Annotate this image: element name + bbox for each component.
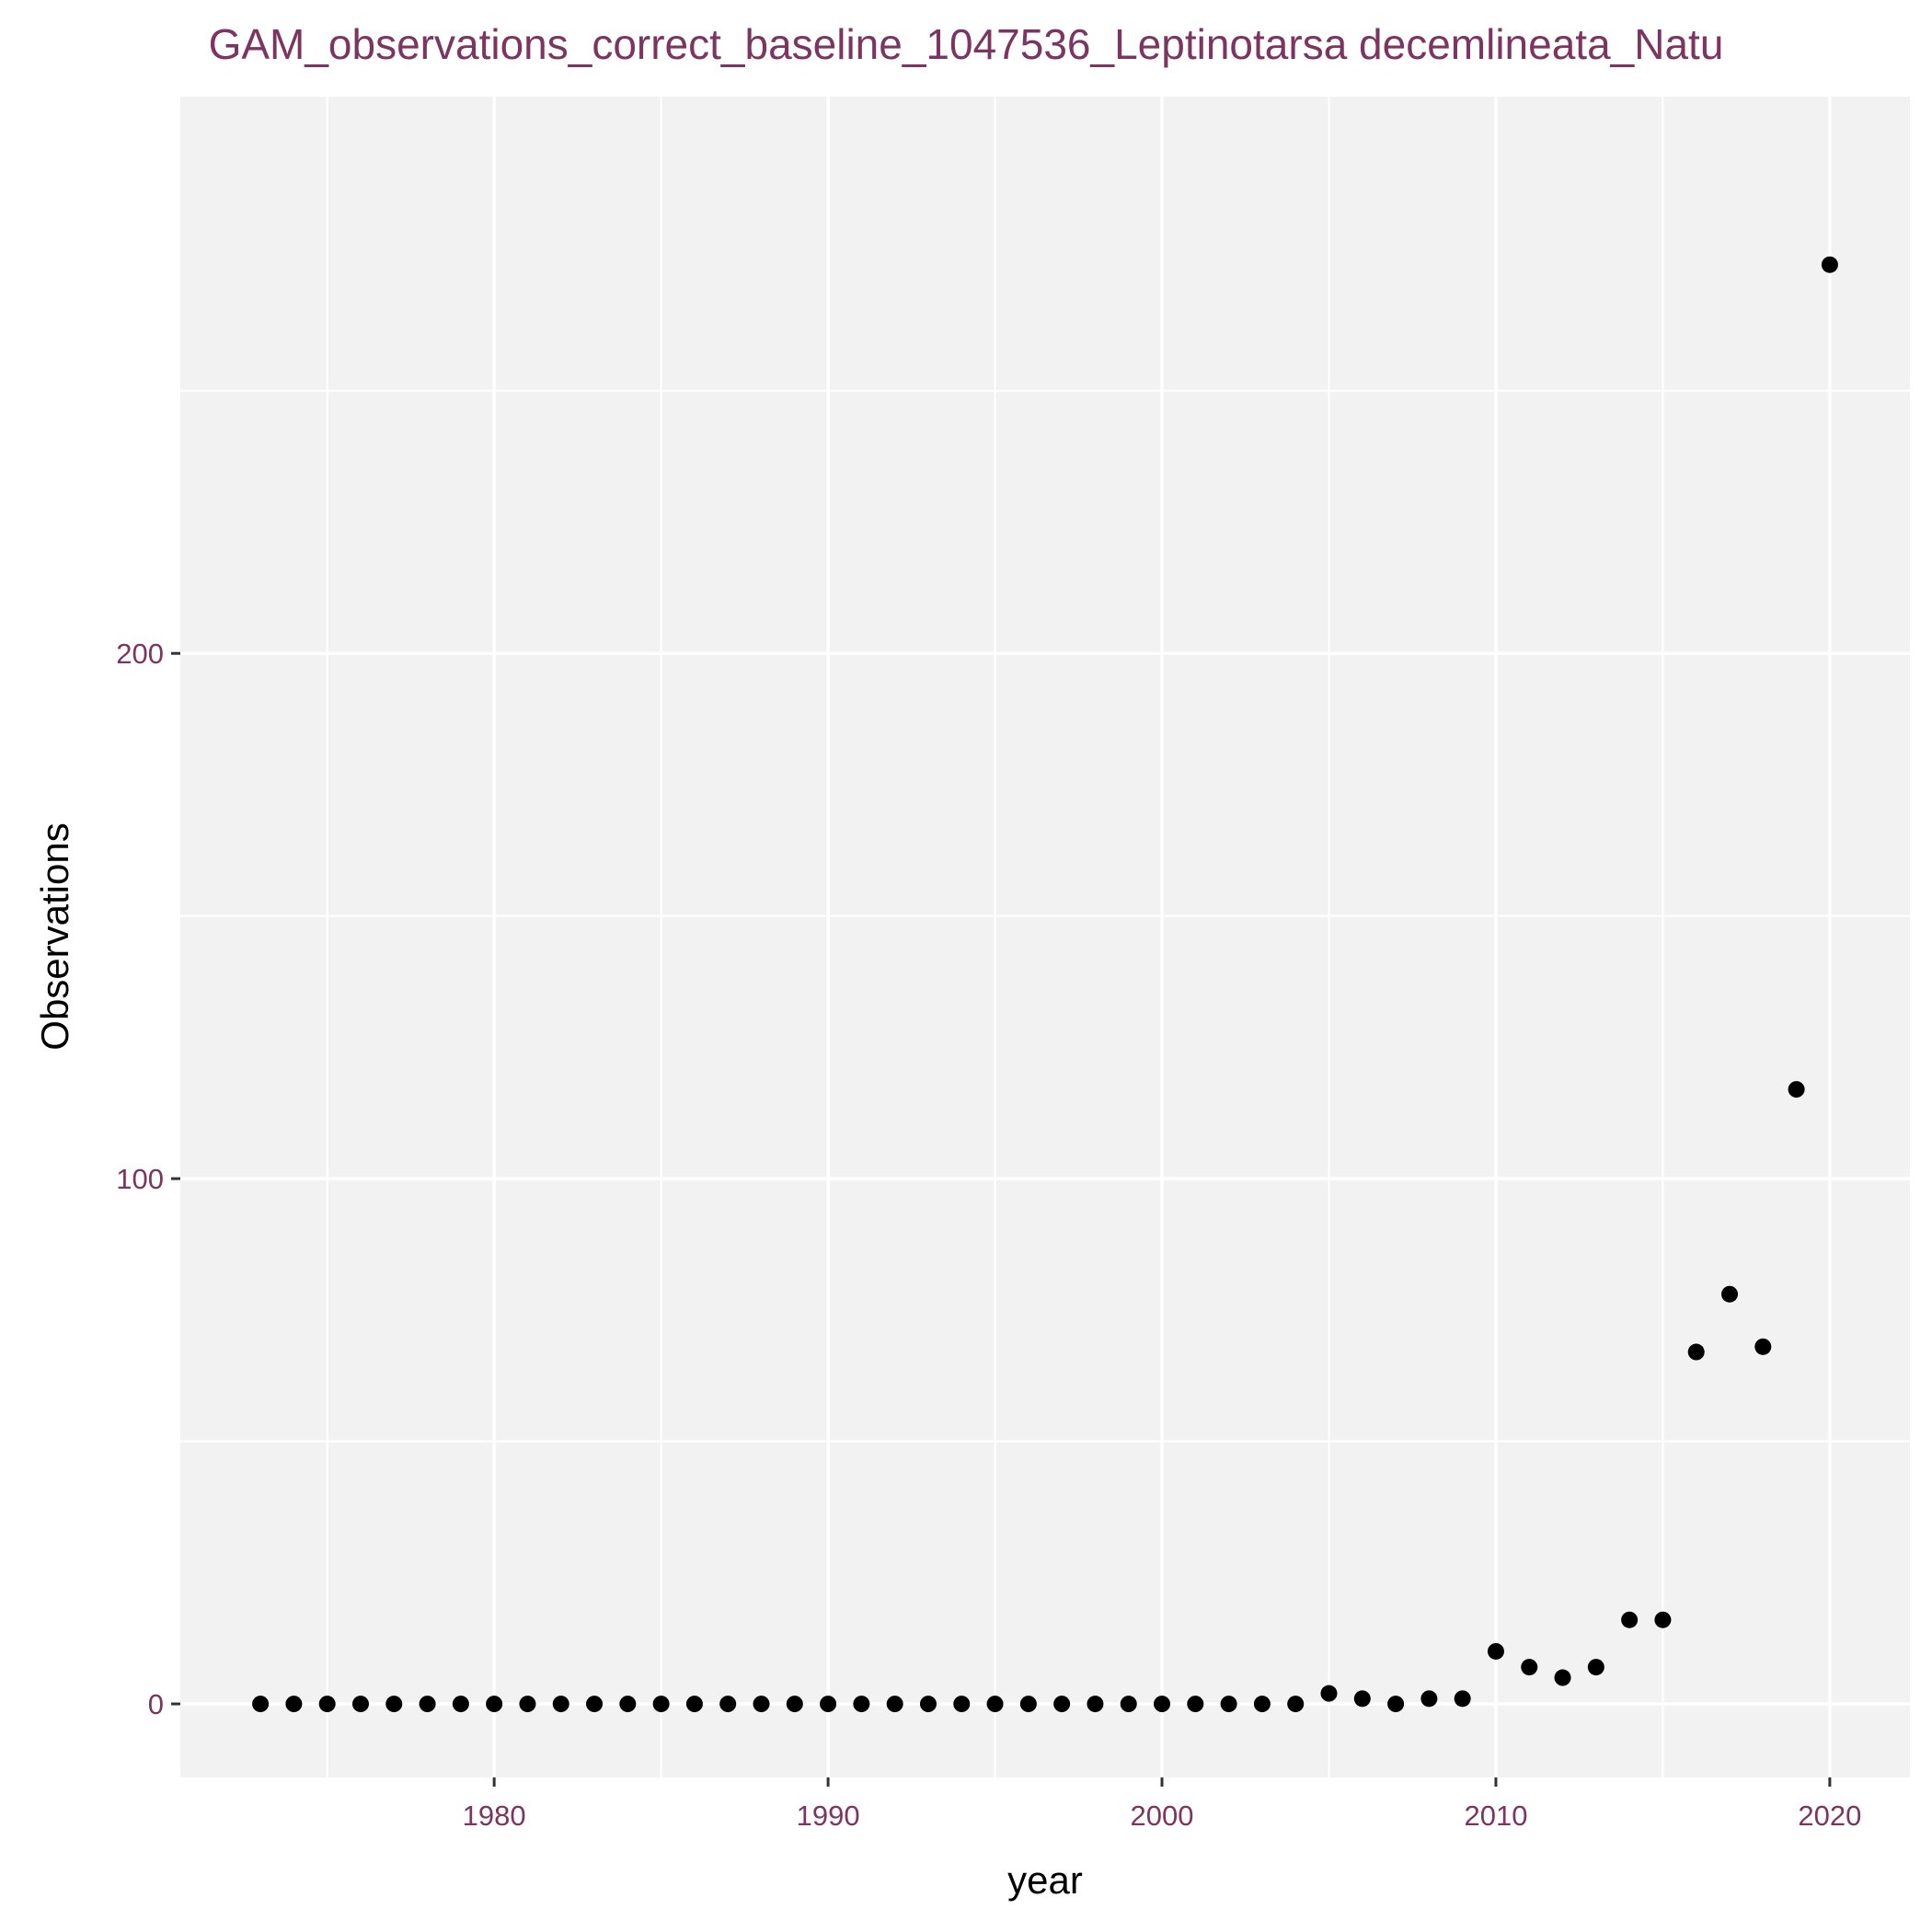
data-point bbox=[1154, 1696, 1171, 1713]
data-point bbox=[385, 1696, 403, 1713]
data-point bbox=[1320, 1685, 1338, 1702]
data-point bbox=[1554, 1669, 1571, 1686]
data-point bbox=[953, 1696, 971, 1713]
y-axis-title: Observations bbox=[33, 822, 76, 1050]
data-point bbox=[1053, 1696, 1071, 1713]
y-tick-labels: 0 100 200 bbox=[116, 638, 164, 1720]
data-point bbox=[1587, 1659, 1604, 1676]
data-point bbox=[552, 1696, 569, 1713]
x-tick-label: 1990 bbox=[797, 1800, 860, 1832]
data-point bbox=[1687, 1343, 1705, 1361]
data-point bbox=[853, 1696, 870, 1713]
data-point bbox=[1754, 1338, 1772, 1355]
data-point bbox=[419, 1696, 436, 1713]
data-point bbox=[820, 1696, 837, 1713]
data-point bbox=[1788, 1081, 1805, 1098]
data-point bbox=[1387, 1696, 1405, 1713]
x-tick-label: 2000 bbox=[1131, 1800, 1194, 1832]
data-point bbox=[1821, 256, 1838, 273]
data-point bbox=[685, 1696, 703, 1713]
data-point bbox=[1287, 1696, 1305, 1713]
plot-panel bbox=[180, 97, 1910, 1777]
data-point bbox=[519, 1696, 536, 1713]
data-point bbox=[351, 1696, 369, 1713]
data-point bbox=[252, 1696, 270, 1713]
data-point bbox=[986, 1696, 1004, 1713]
data-point bbox=[1521, 1659, 1538, 1676]
data-point bbox=[1721, 1285, 1739, 1303]
data-point bbox=[886, 1696, 903, 1713]
x-tick-labels: 1980 1990 2000 2010 2020 bbox=[463, 1800, 1862, 1832]
data-point bbox=[919, 1696, 937, 1713]
data-points bbox=[252, 256, 1838, 1713]
x-tick-label: 2010 bbox=[1464, 1800, 1527, 1832]
data-point bbox=[1654, 1611, 1672, 1628]
data-point bbox=[1487, 1642, 1504, 1660]
y-tick-label: 0 bbox=[148, 1688, 164, 1720]
data-point bbox=[1220, 1696, 1237, 1713]
data-point bbox=[1454, 1690, 1471, 1708]
data-point bbox=[719, 1696, 737, 1713]
minor-gridlines bbox=[180, 97, 1910, 1777]
data-point bbox=[1621, 1611, 1639, 1628]
data-point bbox=[1353, 1690, 1371, 1708]
data-point bbox=[652, 1696, 670, 1713]
data-point bbox=[1187, 1696, 1204, 1713]
data-point bbox=[285, 1696, 303, 1713]
data-point bbox=[619, 1696, 637, 1713]
data-point bbox=[1253, 1696, 1271, 1713]
data-point bbox=[486, 1696, 503, 1713]
x-tick-label: 1980 bbox=[463, 1800, 526, 1832]
y-tick-label: 200 bbox=[116, 638, 164, 670]
data-point bbox=[318, 1696, 336, 1713]
x-axis-title: year bbox=[1007, 1858, 1083, 1902]
chart-title: GAM_observations_correct_baseline_104753… bbox=[209, 20, 1724, 68]
data-point bbox=[1087, 1696, 1104, 1713]
axis-tick-marks bbox=[171, 651, 1832, 1787]
data-point bbox=[786, 1696, 803, 1713]
data-point bbox=[1019, 1696, 1037, 1713]
data-point bbox=[452, 1696, 469, 1713]
data-point bbox=[1420, 1690, 1438, 1708]
x-tick-label: 2020 bbox=[1798, 1800, 1861, 1832]
data-point bbox=[586, 1696, 604, 1713]
data-point bbox=[753, 1696, 770, 1713]
y-tick-label: 100 bbox=[116, 1163, 164, 1195]
data-point bbox=[1120, 1696, 1137, 1713]
